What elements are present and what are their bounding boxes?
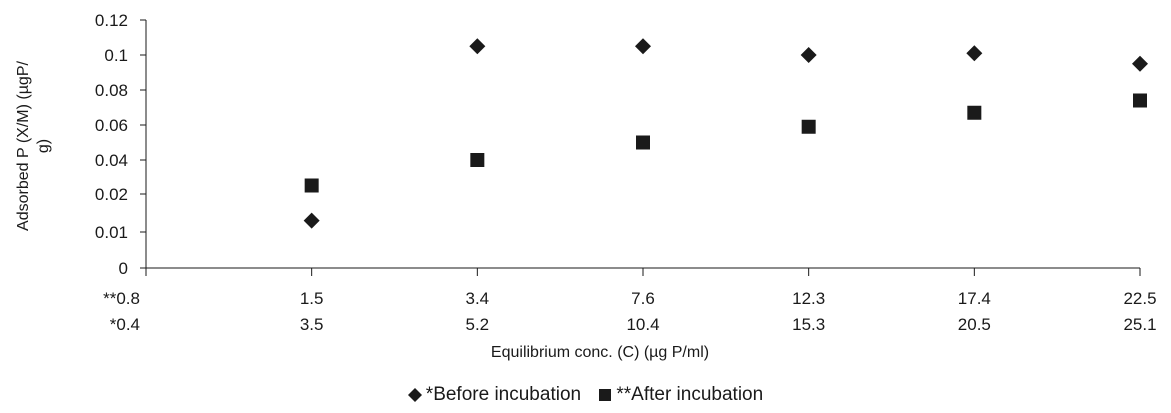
scatter-chart: Adsorbed P (X/M) (µgP/g) 0 0.01 0.02 0.04 0.… [15,11,1157,361]
data-point-square [967,105,982,120]
legend-item-after: **After incubation [598,384,763,406]
x-tick-label: 22.5 [1123,289,1156,308]
data-point-diamond [1132,55,1148,72]
y-tick-label: 0.06 [95,116,128,135]
x-tick-label: 17.4 [958,289,991,308]
square-marker-icon [599,388,612,401]
data-point-diamond [800,47,817,63]
y-axis-title-line: Adsorbed P (X/M) (µgP/ [15,61,32,231]
x-tick-label: 1.5 [300,289,324,308]
data-point-diamond [303,212,320,229]
x-tick-label: 15.3 [792,315,825,334]
data-point-diamond [966,45,983,62]
data-point-square [636,135,650,150]
plot-area [303,38,1148,229]
y-axis-title-line: g) [35,139,52,153]
data-point-diamond [469,38,486,55]
y-axis: 0 0.01 0.02 0.04 0.06 0.08 0.1 0.12 [95,11,147,278]
legend-label-after: **After incubation [616,384,764,405]
x-tick-label: 3.4 [466,289,490,308]
x-tick-label: 10.4 [626,315,659,334]
y-axis-label: Adsorbed P (X/M) (µgP/g) [15,61,52,231]
data-point-square [304,178,319,193]
x-tick-label: 20.5 [958,315,991,334]
x-tick-label: 12.3 [792,289,825,308]
y-tick-label: 0 [119,259,128,278]
y-tick-label: 0.01 [95,223,128,242]
y-tick-label: 0.04 [95,151,128,170]
data-point-diamond [635,38,651,55]
y-tick-label: 0.02 [95,185,128,204]
series-square [304,93,1147,193]
data-point-square [1133,93,1147,108]
legend-label-before: *Before incubation [425,384,582,405]
data-point-square [470,153,485,167]
series-diamond [303,38,1148,229]
x-tick-label: 7.6 [631,289,655,308]
legend-item-before: *Before incubation [407,384,582,406]
diamond-marker-icon [407,387,422,402]
x-tick-label: *0.4 [110,315,140,334]
x-tick-label: 5.2 [466,315,490,334]
x-axis-label: Equilibrium conc. (C) (µg P/ml) [491,344,709,361]
x-tick-label: **0.8 [103,289,140,308]
x-axis: **0.8 1.5 3.4 7.6 12.3 17.4 22.5 *0.4 3.5 5.2 10.4… [103,267,1157,334]
x-tick-label: 3.5 [300,315,324,334]
y-tick-label: 0.08 [95,81,128,100]
y-axis-title: Adsorbed P (X/M) (µgP/g) [15,61,52,231]
legend: *Before incubation **After incubation [0,384,1171,406]
data-point-square [801,119,816,134]
x-tick-label: 25.1 [1123,315,1156,334]
y-tick-label: 0.12 [95,11,128,30]
y-tick-label: 0.1 [104,46,128,65]
